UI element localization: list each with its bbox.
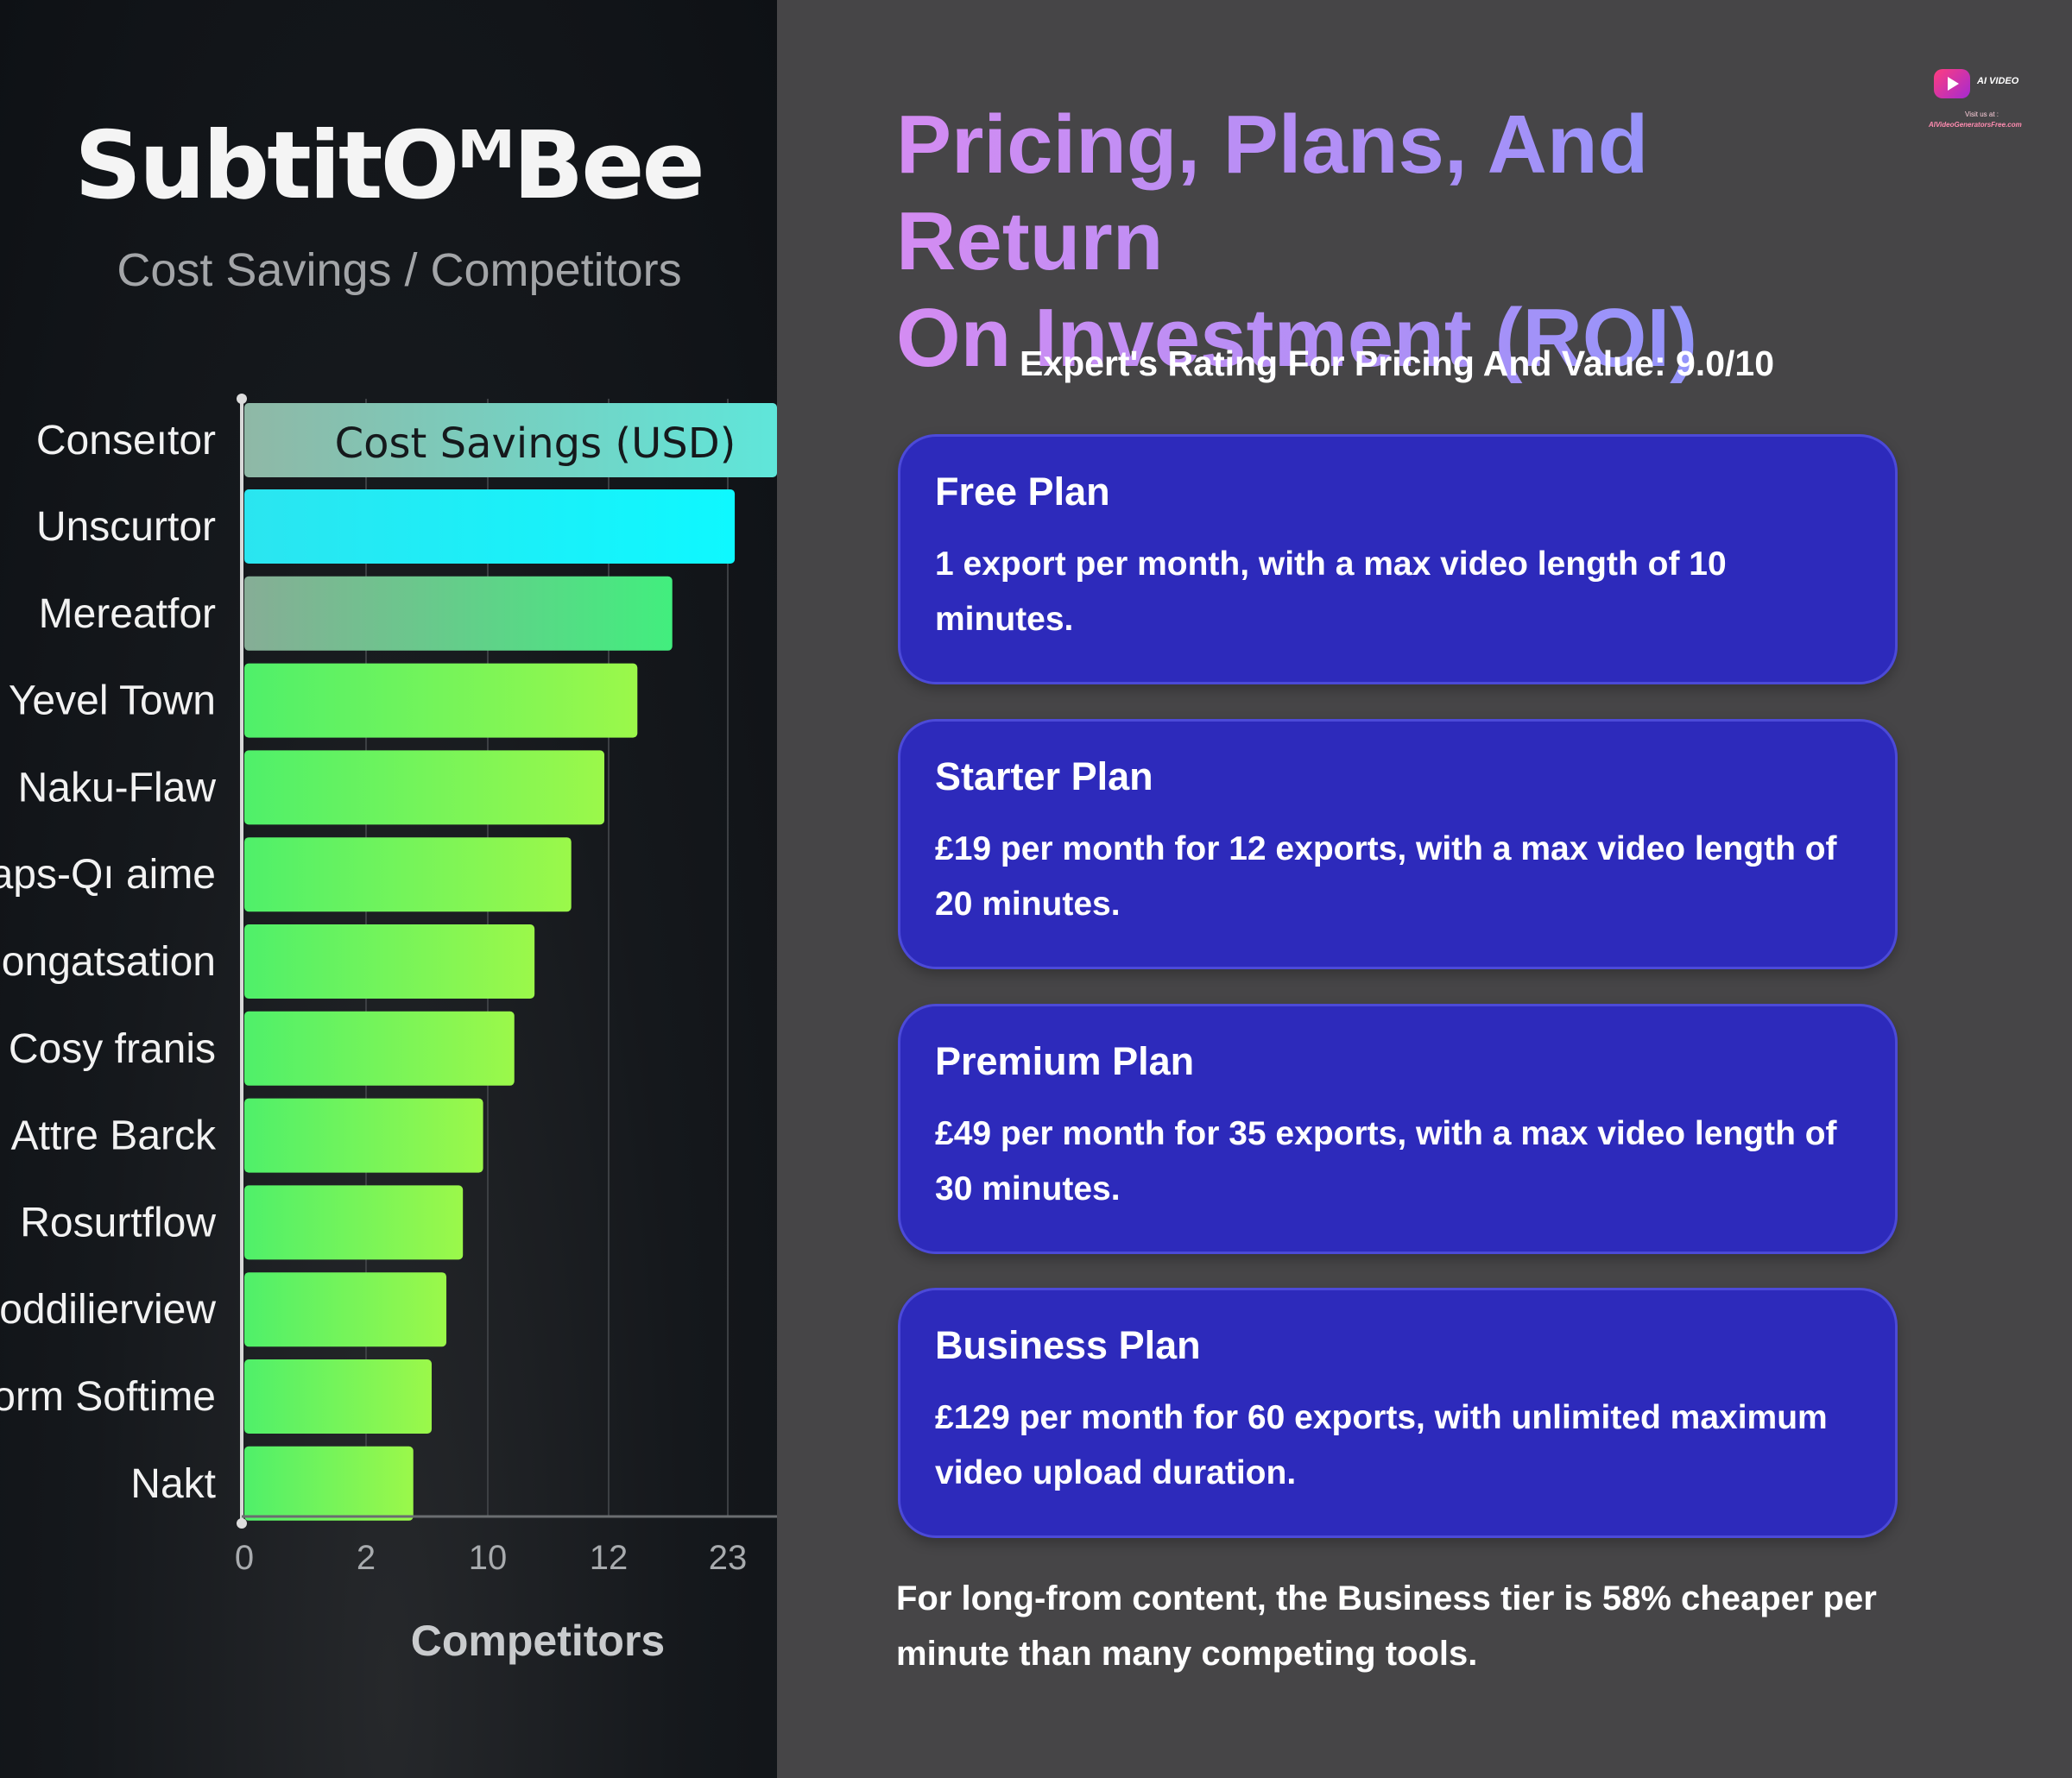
category-label: Nakt — [130, 1461, 216, 1507]
x-tick-label: 23 — [709, 1539, 748, 1577]
bar-4 — [244, 663, 638, 738]
brand-title: SubtitOᴹBee — [74, 112, 705, 220]
y-axis-bottom-dot — [237, 1518, 247, 1529]
bar-1 — [244, 403, 777, 477]
chart-bars — [244, 403, 777, 1521]
plan-description: 1 export per month, with a max video len… — [935, 545, 1727, 638]
plan-name: Free Plan — [935, 470, 1110, 514]
site-logo[interactable]: AI VIDEO Visit us at : AIVideoGenerators… — [1922, 62, 2051, 140]
x-tick-label: 0 — [235, 1539, 254, 1577]
play-icon — [1934, 69, 1970, 98]
x-tick-label: 12 — [590, 1539, 629, 1577]
category-label: aps-Qı aime — [0, 852, 216, 898]
bar-10 — [244, 1185, 464, 1260]
bar-8 — [244, 1011, 515, 1086]
x-tick-label: 2 — [357, 1539, 376, 1577]
x-tick-label: 10 — [469, 1539, 508, 1577]
plan-name: Starter Plan — [935, 754, 1153, 798]
bar-13 — [244, 1446, 414, 1521]
bar-3 — [244, 576, 673, 651]
logo-text: AI VIDEO — [1977, 76, 2019, 86]
plan-name: Business Plan — [935, 1323, 1201, 1367]
category-label: Attre Barck — [11, 1113, 217, 1159]
category-label: Unscurtor — [36, 504, 216, 550]
plan-card-free: Free Plan 1 export per month, with a max… — [898, 434, 1898, 684]
plan-card-premium: Premium Plan £49 per month for 35 export… — [898, 1004, 1898, 1254]
expert-rating: Expert's Rating For Pricing And Value: 9… — [1019, 344, 1774, 383]
plan-description: £49 per month for 35 exports, with a max… — [935, 1115, 1837, 1207]
category-label: Naku-Flaw — [18, 765, 217, 810]
x-axis-label: Competitors — [411, 1617, 665, 1665]
roi-footnote: For long-from content, the Business tier… — [896, 1579, 1877, 1673]
plan-description: £19 per month for 12 exports, with a max… — [935, 830, 1837, 923]
plan-card-starter: Starter Plan £19 per month for 12 export… — [898, 719, 1898, 969]
bar-2 — [244, 489, 736, 564]
category-label: Cosy franis — [9, 1026, 216, 1072]
chart-x-ticks: 0 2 10 12 23 — [235, 1539, 747, 1577]
bar-5 — [244, 750, 605, 825]
bar-7 — [244, 924, 535, 999]
category-label: Rosurtflow — [20, 1200, 216, 1245]
y-axis-top-dot — [237, 394, 247, 404]
bar-12 — [244, 1359, 433, 1434]
bar-6 — [244, 837, 572, 912]
category-label: Mereatfor — [39, 591, 216, 637]
plan-name: Premium Plan — [935, 1039, 1195, 1083]
logo-visit-text: Visit us at : — [1965, 110, 1999, 118]
bar-chart: Conseıtor Unscurtor Mereatfor Yevel Town Nak… — [0, 394, 777, 1665]
category-label: oddilierview — [0, 1287, 216, 1333]
plan-card-business: Business Plan £129 per month for 60 expo… — [898, 1288, 1898, 1538]
bar-9 — [244, 1098, 483, 1173]
category-label: orm Softime — [0, 1374, 216, 1420]
chart-panel: SubtitOᴹBee Cost Savings / Competitors C… — [0, 0, 777, 1778]
chart-subtitle: Cost Savings / Competitors — [117, 244, 682, 296]
page-title-line-1: Pricing, Plans, And Return — [896, 98, 1649, 287]
chart-category-labels: Conseıtor Unscurtor Mereatfor Yevel Town Nak… — [0, 418, 217, 1507]
category-label: Yevel Town — [9, 678, 216, 724]
logo-url: AIVideoGeneratorsFree.com — [1929, 121, 2022, 129]
plan-description: £129 per month for 60 exports, with unli… — [935, 1399, 1828, 1491]
category-label: ongatsation — [2, 939, 216, 985]
category-label: Conseıtor — [36, 418, 216, 463]
chart-title: Cost Savings (USD) — [335, 419, 736, 468]
bar-11 — [244, 1272, 447, 1347]
